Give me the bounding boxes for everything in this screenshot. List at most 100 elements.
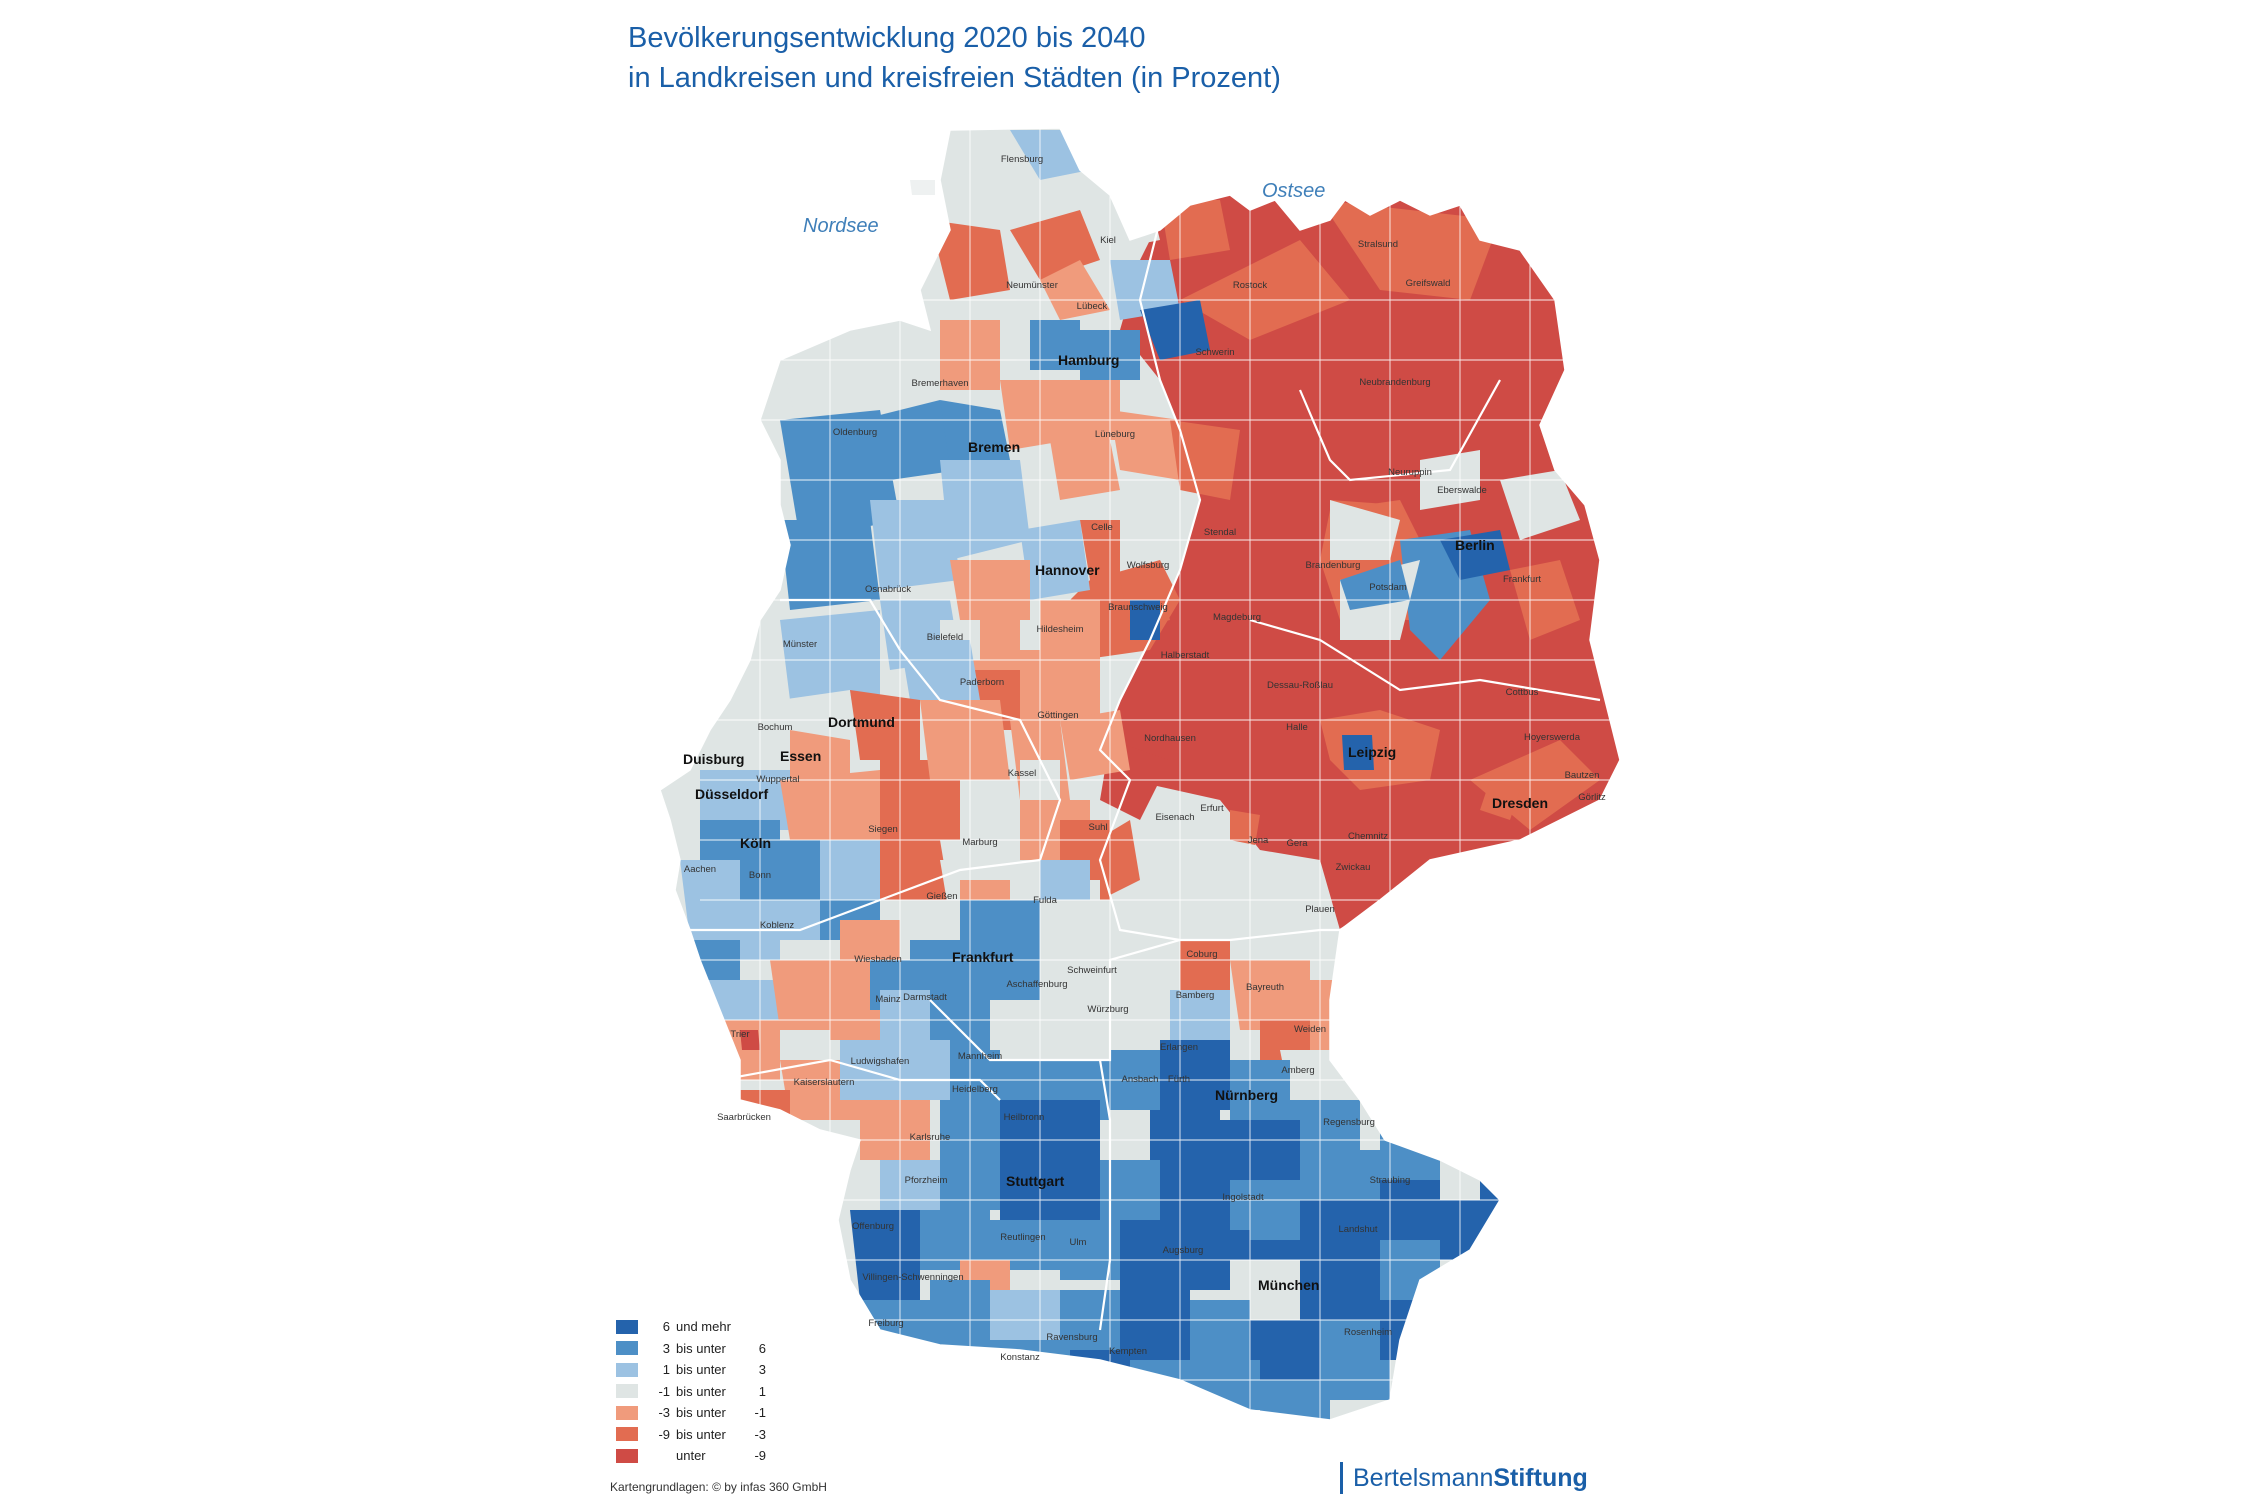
minor-city-label: Kiel [1100, 235, 1116, 246]
minor-city-label: Nordhausen [1144, 733, 1196, 744]
minor-city-label: Neumünster [1006, 280, 1058, 291]
city-dresden: Dresden [1492, 795, 1548, 811]
region-mainz [880, 990, 940, 1040]
region-hildesheim [1040, 600, 1100, 650]
region-bremen [940, 400, 1010, 470]
legend-low: 1 [662, 1362, 670, 1378]
title-line-2: in Landkreisen und kreisfreien Städten (… [628, 62, 1281, 94]
legend-low: -1 [658, 1383, 670, 1399]
brand-name-part1: Bertelsmann [1353, 1464, 1494, 1492]
region-berchtesgaden [1390, 1360, 1420, 1400]
legend-high: -1 [754, 1405, 766, 1421]
minor-city-label: Bautzen [1565, 770, 1600, 781]
minor-city-label: Neuruppin [1388, 467, 1432, 478]
region-heidekreis [1050, 440, 1120, 500]
minor-city-label: Gießen [926, 891, 957, 902]
region-heilbronn [1000, 1100, 1100, 1160]
minor-city-label: Freiburg [868, 1318, 903, 1329]
minor-city-label: Hoyerswerda [1524, 732, 1581, 743]
minor-city-label: Bonn [749, 870, 771, 881]
sea-label-ostsee: Ostsee [1262, 180, 1326, 202]
minor-city-label: Celle [1091, 522, 1113, 533]
legend-low: 6 [662, 1319, 670, 1335]
map-regions [660, 128, 1620, 1420]
region-fulda [1040, 860, 1090, 900]
legend: 6 und mehr 3 bis unter 6 1 bis unter 3 -… [616, 1316, 766, 1467]
minor-city-label: Rostock [1233, 280, 1268, 291]
city-labels: Hamburg Bremen Hannover Berlin Dortmund … [683, 352, 1548, 1293]
minor-city-label: Jena [1248, 835, 1269, 846]
legend-high: -9 [754, 1448, 766, 1464]
minor-city-label: Würzburg [1087, 1004, 1128, 1015]
minor-city-label: Wiesbaden [854, 954, 902, 965]
minor-city-label: Münster [783, 639, 817, 650]
legend-item: 1 bis unter 3 [616, 1359, 766, 1381]
region-nuernberg-land [1230, 1060, 1290, 1120]
legend-swatch [616, 1362, 638, 1377]
region-landsberg [1190, 1300, 1250, 1360]
region-ulm [1060, 1220, 1120, 1280]
city-essen: Essen [780, 748, 821, 764]
legend-mid: bis unter [676, 1362, 726, 1378]
legend-swatch [616, 1427, 638, 1442]
region-bergisch [820, 840, 880, 900]
legend-low: -3 [658, 1405, 670, 1421]
minor-city-label: Erfurt [1200, 803, 1224, 814]
minor-city-label: Trier [730, 1029, 749, 1040]
region-trier-city [740, 1030, 760, 1050]
minor-city-label: Augsburg [1163, 1245, 1204, 1256]
minor-city-label: Erlangen [1160, 1042, 1198, 1053]
minor-city-label: Frankfurt [1503, 574, 1541, 585]
minor-city-label: Marburg [962, 837, 997, 848]
minor-city-label: Chemnitz [1348, 831, 1388, 842]
minor-city-label: Dessau-Roßlau [1267, 680, 1333, 691]
region-straubing [1380, 1180, 1440, 1240]
city-dortmund: Dortmund [828, 714, 895, 730]
minor-city-label: Straubing [1370, 1175, 1411, 1186]
minor-city-label: Braunschweig [1108, 602, 1168, 613]
region-ruhr-north [850, 690, 920, 760]
region-east-border [1470, 740, 1600, 830]
brand-logo: BertelsmannStiftung [1340, 1462, 1588, 1494]
region-lueneburg [1110, 410, 1180, 480]
legend-high: -3 [754, 1426, 766, 1442]
region-dresden [1480, 780, 1520, 820]
region-stormarn [1140, 300, 1210, 360]
minor-city-label: Göttingen [1037, 710, 1078, 721]
region-ludwigshafen [900, 1040, 950, 1100]
minor-city-label: Schwerin [1195, 347, 1234, 358]
region-ostholstein [1160, 200, 1230, 260]
city-leipzig: Leipzig [1348, 744, 1396, 760]
region-mv-coast [1320, 200, 1500, 300]
region-miesbach [1250, 1320, 1320, 1380]
minor-city-label: Heidelberg [952, 1084, 998, 1095]
minor-city-label: Darmstadt [903, 992, 947, 1003]
region-celle [1120, 490, 1180, 560]
legend-item: -3 bis unter -1 [616, 1402, 766, 1424]
minor-city-label: Kempten [1109, 1346, 1147, 1357]
minor-city-label: Gera [1286, 838, 1308, 849]
region-koblenz [770, 960, 830, 1030]
region-schaumburg [950, 560, 1030, 620]
region-aschaffenburg [990, 1000, 1040, 1060]
city-koeln: Köln [740, 835, 771, 851]
minor-city-label: Hildesheim [1037, 624, 1084, 635]
minor-city-label: Wuppertal [756, 774, 799, 785]
minor-city-label: Konstanz [1000, 1352, 1040, 1363]
minor-city-label: Cottbus [1506, 687, 1539, 698]
minor-city-label: Bielefeld [927, 632, 963, 643]
minor-city-label: Magdeburg [1213, 612, 1261, 623]
minor-city-label: Neubrandenburg [1359, 377, 1430, 388]
region-segeberg [1110, 260, 1180, 320]
region-donnersberg [840, 1040, 900, 1100]
minor-city-label: Fürth [1168, 1074, 1190, 1085]
region-hannover [1020, 520, 1090, 600]
minor-city-label: Kaiserslautern [794, 1077, 855, 1088]
legend-swatch [616, 1405, 638, 1420]
region-diepholz [940, 460, 1030, 560]
region-unterallgaeu [1120, 1290, 1190, 1360]
minor-city-label: Görlitz [1578, 792, 1606, 803]
city-berlin: Berlin [1455, 537, 1495, 553]
minor-city-label: Bayreuth [1246, 982, 1284, 993]
